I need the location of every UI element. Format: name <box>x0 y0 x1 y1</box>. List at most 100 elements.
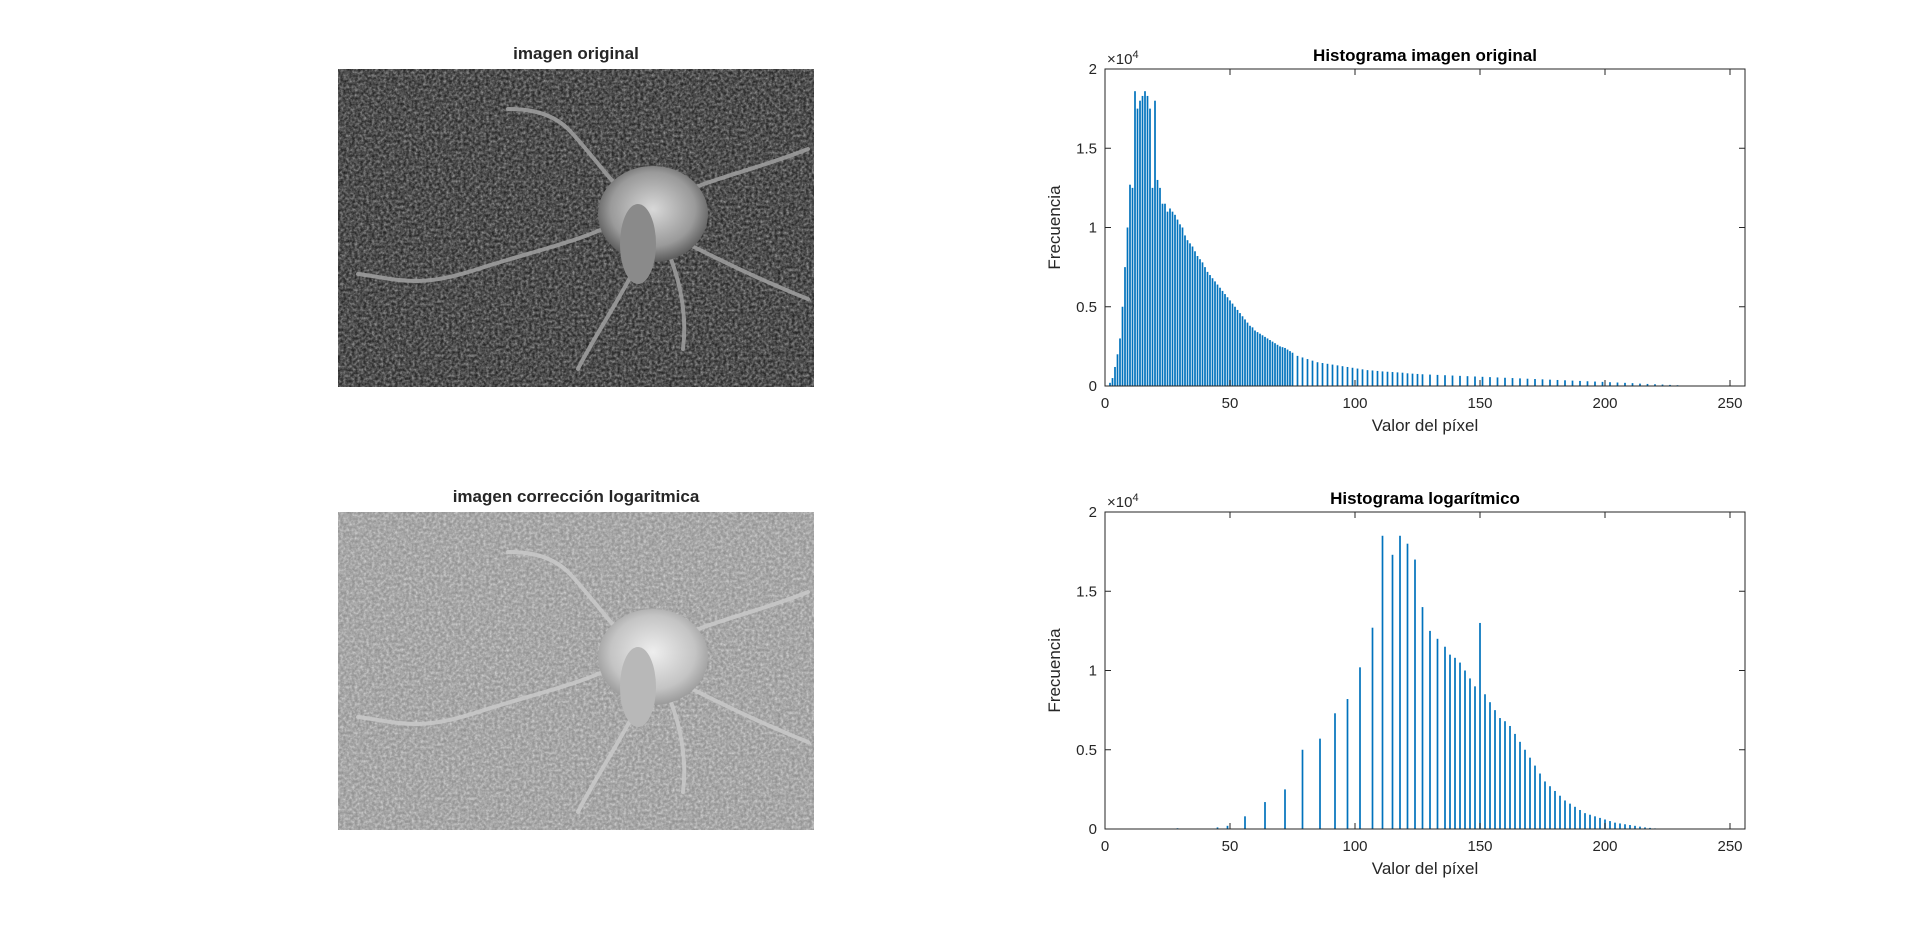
histogram-bar <box>1281 347 1284 386</box>
y-tick-label: 0 <box>1089 821 1097 838</box>
histogram-bar <box>1646 383 1649 386</box>
x-tick-label: 150 <box>1467 838 1492 855</box>
x-tick-label: 150 <box>1467 395 1492 412</box>
x-axis-label: Valor del píxel <box>1372 859 1478 878</box>
histogram-bar <box>1221 290 1224 386</box>
histogram-bar <box>1196 256 1199 386</box>
histogram-bar <box>1371 370 1374 386</box>
histogram-bar <box>1484 694 1486 829</box>
y-exponent-label: ×104 <box>1107 492 1139 511</box>
histogram-bar <box>1244 319 1246 386</box>
histogram-bar <box>1396 372 1399 386</box>
histogram-bar <box>1244 816 1246 829</box>
y-tick-label: 2 <box>1089 61 1097 78</box>
histogram-bar <box>1459 375 1461 386</box>
histogram-bar <box>1669 384 1671 386</box>
y-tick-label: 1.5 <box>1076 140 1097 157</box>
histogram-bar <box>1141 95 1144 386</box>
histogram-bar <box>1151 187 1154 387</box>
x-tick-label: 200 <box>1592 395 1617 412</box>
histogram-bar <box>1186 240 1189 386</box>
histogram-bar <box>1319 738 1321 829</box>
histogram-bar <box>1261 335 1264 386</box>
histogram-bar <box>1254 330 1256 386</box>
histogram-bar <box>1376 370 1379 386</box>
chart-title: Histograma imagen original <box>1313 46 1537 65</box>
histogram-bar <box>1284 789 1286 830</box>
histogram-bar <box>1179 224 1181 386</box>
histogram-bar <box>1361 369 1364 386</box>
histogram-bar <box>1444 646 1446 829</box>
x-tick-label: 100 <box>1342 395 1367 412</box>
x-axis-label: Valor del píxel <box>1372 416 1478 435</box>
axes-frame <box>1104 511 1746 830</box>
histogram-bar <box>1161 203 1164 386</box>
histogram-bar <box>1346 699 1349 829</box>
histogram-bar <box>1644 827 1646 829</box>
histogram-bar <box>1429 630 1431 830</box>
histogram-bar <box>1496 377 1499 386</box>
histogram-bar <box>1511 378 1514 386</box>
histogram-bar <box>1411 373 1414 386</box>
histogram-bar <box>1624 824 1626 829</box>
histogram-bar <box>1584 813 1586 829</box>
histogram-bar <box>1169 208 1171 386</box>
histogram-bar <box>1159 187 1161 387</box>
histogram-bar <box>1116 354 1119 386</box>
histogram-bar <box>1301 357 1304 386</box>
histogram-bar <box>1594 816 1596 829</box>
histogram-bar <box>1269 340 1271 386</box>
histogram-bar <box>1421 374 1424 386</box>
image-log-title: imagen corrección logaritmica <box>452 487 700 506</box>
histogram-bar <box>1519 378 1521 386</box>
histogram-bar <box>1231 303 1234 386</box>
histogram-bar <box>1351 367 1354 386</box>
histogram-bar <box>1149 108 1151 387</box>
histogram-bar <box>1614 822 1616 829</box>
histogram-bar <box>1124 267 1126 387</box>
histogram-bar <box>1226 297 1229 386</box>
histogram-bar <box>1271 341 1274 386</box>
histogram-bar <box>1289 351 1291 386</box>
y-tick-label: 2 <box>1089 504 1097 521</box>
x-tick-label: 50 <box>1222 838 1239 855</box>
histogram-bar <box>1534 379 1536 386</box>
histogram-bar <box>1401 372 1404 386</box>
histogram-bar <box>1359 667 1361 829</box>
histogram-bar <box>1509 725 1511 829</box>
histogram-bar <box>1526 378 1529 386</box>
histogram-bar <box>1234 306 1236 386</box>
y-tick-label: 0.5 <box>1076 299 1097 316</box>
histogram-bar <box>1156 179 1159 386</box>
y-tick-label: 1 <box>1089 663 1097 680</box>
histogram-bar <box>1296 355 1299 386</box>
histogram-bar <box>1274 343 1276 386</box>
histogram-bar <box>1554 790 1556 829</box>
histogram-bar <box>1246 322 1249 386</box>
histogram-bar <box>1264 336 1266 386</box>
image-original-title: imagen original <box>513 44 639 63</box>
histogram-bar <box>1524 749 1526 829</box>
histogram-bar <box>1556 379 1559 386</box>
axes-frame <box>1104 68 1746 387</box>
histogram-bar <box>1616 382 1619 386</box>
histogram-bar <box>1639 826 1641 829</box>
histogram-bar <box>1474 686 1476 829</box>
x-tick-label: 0 <box>1101 838 1109 855</box>
histogram-bar <box>1436 374 1439 386</box>
histogram-bar <box>1579 380 1581 386</box>
histogram-axes-0: 0 50 100 150 200 250 0 0.5 1 1.5 2 ×104 Histograma i… <box>1045 46 1746 435</box>
histogram-bar <box>1276 344 1279 386</box>
histogram-bar <box>1131 187 1134 387</box>
histogram-bar <box>1174 214 1176 386</box>
histogram-bar <box>1109 382 1111 386</box>
histogram-bar <box>1564 800 1566 829</box>
histogram-bar <box>1184 235 1186 386</box>
image-log <box>338 512 814 830</box>
histogram-bar <box>1204 267 1206 387</box>
histogram-bar <box>1139 100 1141 386</box>
histogram-bar <box>1661 384 1664 386</box>
histogram-bar <box>1391 554 1394 829</box>
histogram-bar <box>1121 306 1124 386</box>
histogram-bar <box>1601 381 1604 386</box>
